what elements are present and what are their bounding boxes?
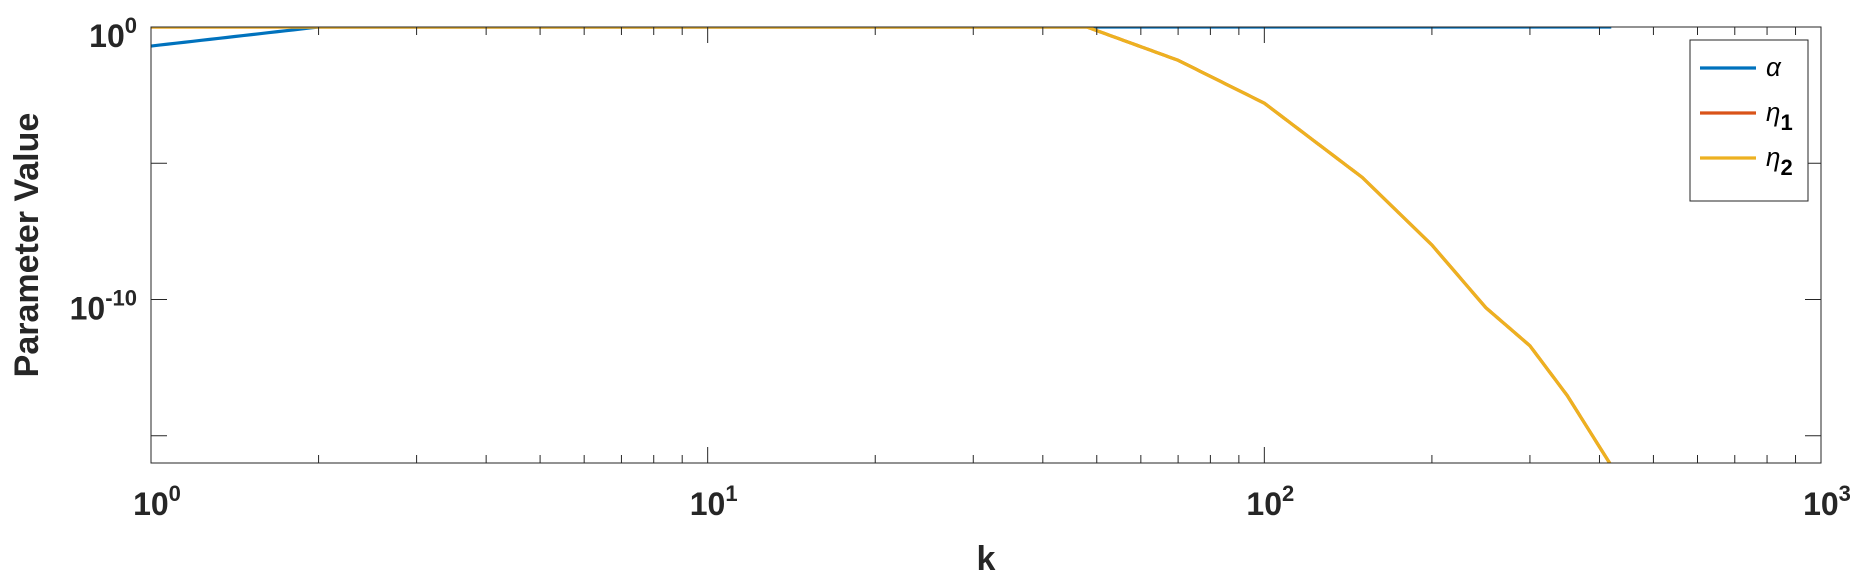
series-line-3 (151, 27, 1612, 463)
x-tick-label-1: 101 (690, 481, 738, 522)
x-tick-label-0: 100 (133, 481, 181, 522)
y-tick-label-1: 10-10 (70, 286, 137, 327)
legend-label-1: α (1766, 52, 1782, 82)
y-tick-label-0: 100 (89, 13, 137, 54)
series-layer (151, 27, 1612, 463)
plot-frame (150, 26, 1822, 464)
x-tick-label-3: 103 (1803, 481, 1850, 522)
x-axis-title: k (977, 540, 996, 578)
labels-layer: 100 101 102 103 100 10-10 (70, 13, 1850, 522)
legend-label-3: η2 (1766, 142, 1793, 180)
x-tick-label-2: 102 (1246, 481, 1294, 522)
ticks-layer (150, 26, 1821, 463)
y-axis-title: Parameter Value (8, 113, 46, 378)
legend-label-2: η1 (1766, 97, 1793, 135)
legend: α η1 η2 (1689, 39, 1809, 202)
plot-area (151, 27, 1821, 463)
